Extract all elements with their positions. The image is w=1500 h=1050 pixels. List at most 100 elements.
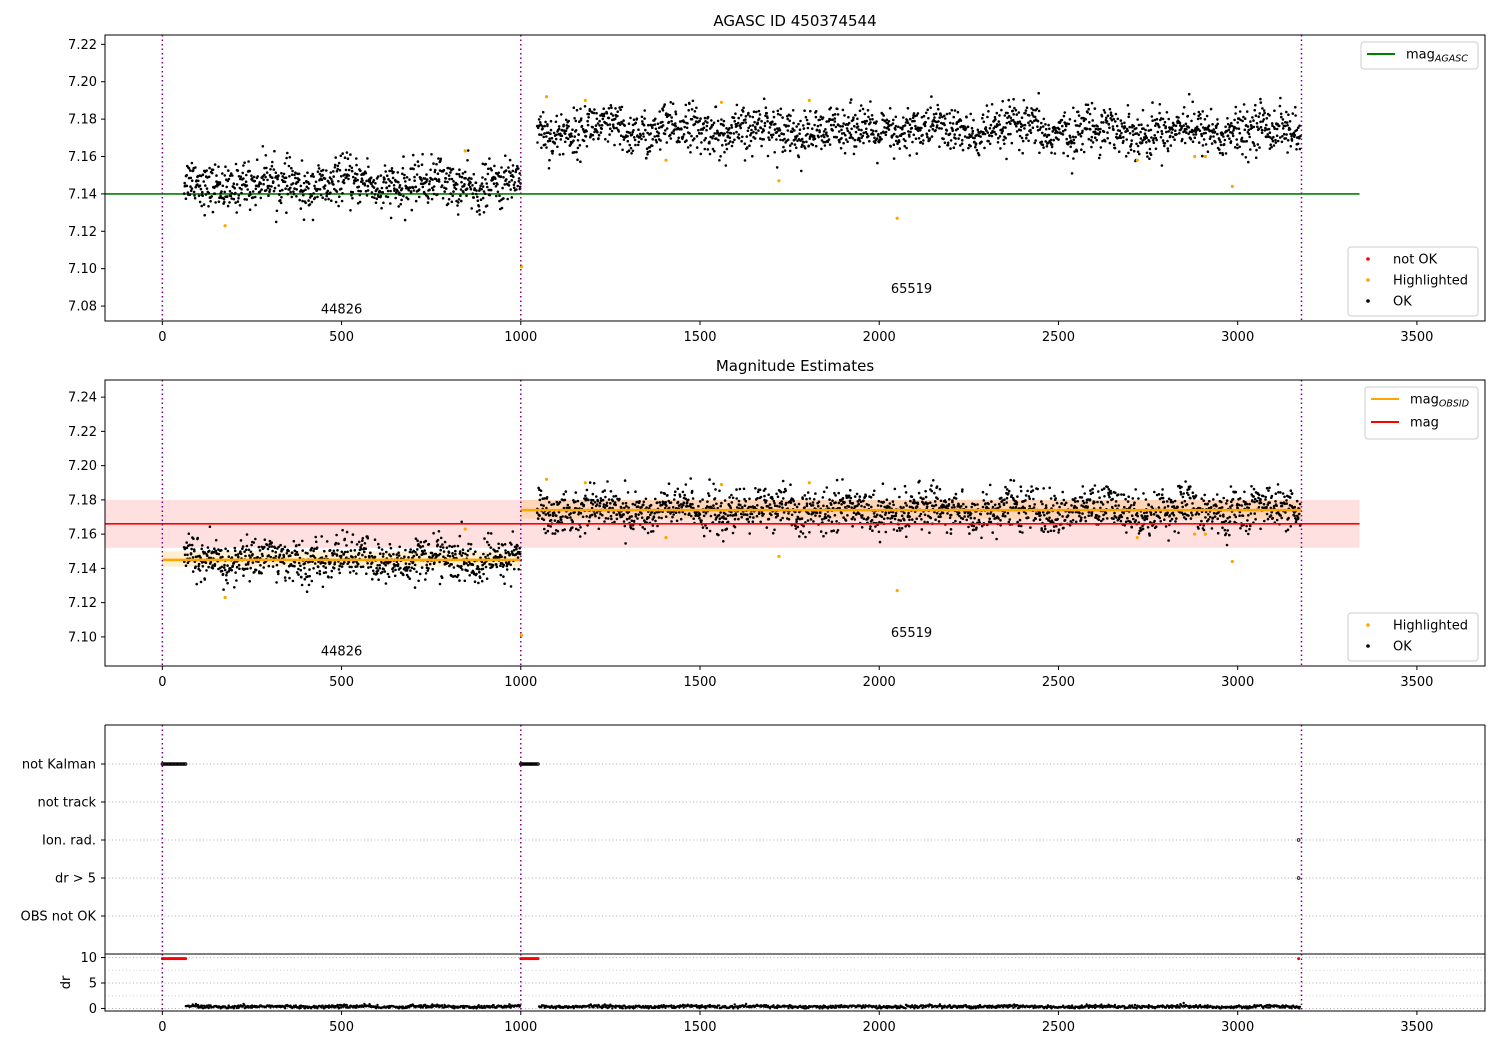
ok-point bbox=[456, 573, 460, 577]
ok-point bbox=[1049, 138, 1053, 142]
ok-point bbox=[443, 180, 447, 183]
ok-point bbox=[276, 177, 279, 181]
ok-point bbox=[802, 127, 806, 130]
ok-point bbox=[1166, 147, 1170, 150]
ok-point bbox=[1112, 117, 1115, 121]
ok-point bbox=[1036, 125, 1039, 128]
ok-point bbox=[404, 548, 407, 552]
ok-point bbox=[553, 142, 557, 145]
ok-point bbox=[208, 166, 211, 170]
ok-point bbox=[1072, 138, 1076, 142]
ok-point bbox=[1187, 132, 1190, 136]
y-tick-label: 7.12 bbox=[68, 225, 97, 240]
ok-point bbox=[755, 131, 758, 135]
ok-point bbox=[270, 164, 274, 168]
ok-point bbox=[866, 516, 870, 519]
ok-point bbox=[862, 499, 865, 503]
ok-point bbox=[908, 154, 912, 157]
ok-point bbox=[844, 138, 848, 141]
ok-point bbox=[335, 553, 339, 556]
ok-point bbox=[667, 120, 671, 124]
ok-point bbox=[986, 131, 990, 134]
ok-point bbox=[375, 197, 379, 201]
ok-point bbox=[863, 120, 867, 123]
ok-point bbox=[1272, 144, 1276, 147]
ok-point bbox=[1058, 505, 1061, 509]
ok-point bbox=[267, 194, 270, 197]
ok-point bbox=[945, 129, 949, 132]
ok-point bbox=[359, 565, 363, 569]
ok-point bbox=[1278, 136, 1282, 139]
ok-point bbox=[682, 503, 685, 507]
ok-point bbox=[567, 119, 570, 123]
ok-point bbox=[487, 167, 490, 171]
ok-point bbox=[373, 538, 377, 541]
ok-point bbox=[429, 168, 432, 172]
ok-point bbox=[1023, 127, 1026, 130]
ok-point bbox=[275, 209, 279, 213]
ok-point bbox=[572, 106, 576, 109]
ok-point bbox=[318, 572, 322, 576]
ok-point bbox=[324, 571, 328, 574]
ok-point bbox=[352, 182, 356, 185]
ok-point bbox=[649, 503, 653, 507]
ok-point bbox=[1053, 494, 1056, 498]
ok-point bbox=[1044, 123, 1047, 126]
ok-point bbox=[339, 154, 343, 158]
ok-point bbox=[601, 498, 605, 502]
ok-point bbox=[752, 130, 755, 134]
ok-point bbox=[923, 513, 927, 517]
ok-point bbox=[1034, 517, 1037, 521]
ok-point bbox=[843, 151, 847, 155]
ok-point bbox=[364, 547, 368, 550]
ok-point bbox=[377, 546, 381, 549]
ok-point bbox=[801, 143, 804, 146]
ok-point bbox=[731, 140, 735, 144]
ok-point bbox=[1014, 108, 1018, 112]
ok-point bbox=[1160, 132, 1164, 136]
ok-point bbox=[544, 531, 547, 535]
ok-point bbox=[1005, 121, 1009, 125]
ok-point bbox=[1199, 123, 1203, 126]
ok-point bbox=[893, 517, 897, 521]
ok-point bbox=[389, 546, 393, 550]
ok-point bbox=[373, 555, 377, 559]
ok-point bbox=[411, 560, 415, 564]
ok-point bbox=[875, 137, 879, 140]
ok-point bbox=[1093, 136, 1097, 139]
ok-point bbox=[678, 140, 681, 144]
ok-point bbox=[779, 518, 782, 522]
ok-point bbox=[642, 123, 646, 127]
ok-point bbox=[726, 130, 729, 134]
ok-point bbox=[805, 497, 808, 501]
ok-point bbox=[800, 169, 803, 173]
ok-point bbox=[510, 179, 514, 182]
ok-point bbox=[980, 536, 983, 540]
ok-point bbox=[1127, 151, 1130, 155]
ok-point bbox=[803, 506, 806, 509]
ok-point bbox=[235, 565, 239, 569]
ok-point bbox=[999, 519, 1002, 522]
ok-point bbox=[183, 553, 187, 557]
ok-point bbox=[775, 166, 779, 169]
ok-point bbox=[641, 526, 644, 529]
ok-point bbox=[646, 150, 650, 154]
ok-point bbox=[929, 516, 933, 520]
ok-point bbox=[1128, 125, 1131, 129]
ok-point bbox=[1231, 134, 1235, 138]
ok-point bbox=[713, 497, 717, 500]
highlighted-point bbox=[777, 179, 781, 183]
ok-point bbox=[621, 502, 625, 505]
ok-point bbox=[959, 144, 962, 147]
ok-point bbox=[546, 124, 549, 128]
ok-point bbox=[1031, 489, 1035, 492]
ok-point bbox=[1152, 137, 1156, 140]
ok-point bbox=[243, 550, 246, 553]
ok-point bbox=[840, 136, 843, 140]
ok-point bbox=[877, 530, 881, 534]
ok-point bbox=[624, 542, 627, 545]
ok-point bbox=[356, 178, 359, 182]
ok-point bbox=[418, 572, 422, 576]
ok-point bbox=[265, 171, 269, 174]
ok-point bbox=[1029, 119, 1032, 123]
